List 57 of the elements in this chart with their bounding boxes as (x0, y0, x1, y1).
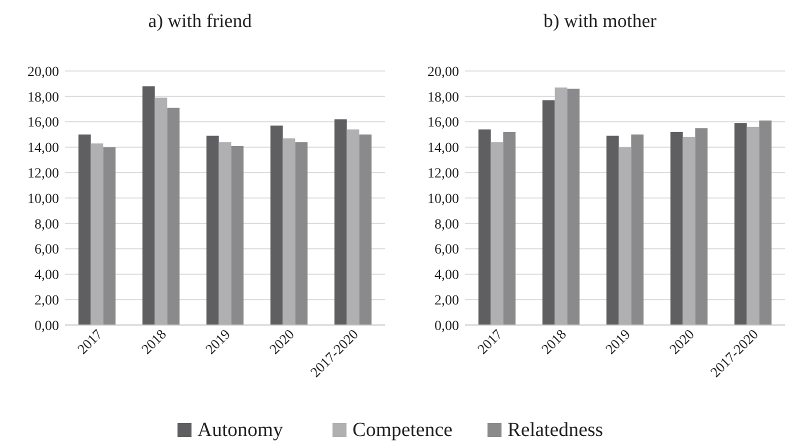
bar (503, 132, 516, 325)
chart-title: b) with mother (544, 11, 658, 32)
y-tick-label: 4,00 (34, 268, 59, 284)
bar (154, 98, 168, 325)
bar (618, 147, 632, 325)
bar (567, 88, 580, 325)
bar (78, 134, 91, 325)
y-tick-label: 12,00 (428, 166, 459, 182)
y-tick-label: 2,00 (34, 294, 59, 308)
bar (695, 128, 708, 325)
bar (670, 132, 683, 325)
bar (206, 136, 219, 325)
bar (554, 88, 568, 325)
legend-label: Relatedness (508, 419, 604, 441)
y-tick-label: 20,00 (428, 64, 459, 80)
y-tick-label: 6,00 (434, 242, 459, 258)
bar (542, 100, 555, 325)
bar (734, 123, 747, 325)
y-tick-label: 0,00 (34, 318, 59, 334)
bar (334, 119, 347, 325)
y-tick-label: 10,00 (428, 192, 459, 207)
bar (90, 143, 104, 325)
y-tick-label: 16,00 (28, 116, 59, 131)
y-tick-label: 14,00 (28, 141, 59, 156)
y-tick-label: 16,00 (428, 116, 459, 131)
bar (218, 142, 232, 325)
y-tick-label: 12,00 (28, 166, 59, 182)
bar (759, 120, 772, 325)
bar (231, 146, 244, 325)
legend-label: Competence (352, 419, 453, 441)
legend-label: Autonomy (198, 419, 284, 441)
y-tick-label: 18,00 (428, 90, 459, 106)
bar (606, 136, 619, 325)
y-tick-label: 20,00 (28, 64, 59, 80)
y-tick-label: 2,00 (434, 294, 459, 308)
bar (346, 129, 360, 325)
bar (103, 147, 116, 325)
bar (282, 138, 296, 325)
bar (746, 126, 760, 325)
bar (295, 142, 308, 325)
y-tick-label: 6,00 (34, 242, 59, 258)
chart-title: a) with friend (148, 11, 252, 32)
bar (270, 126, 283, 325)
y-tick-label: 4,00 (434, 268, 459, 284)
bar (142, 86, 155, 325)
y-tick-label: 18,00 (28, 90, 59, 106)
bar (631, 134, 644, 325)
y-tick-label: 0,00 (434, 318, 459, 334)
y-tick-label: 8,00 (434, 217, 459, 232)
y-tick-label: 10,00 (28, 192, 59, 207)
bar (167, 108, 180, 325)
bar (490, 142, 504, 325)
bar (682, 137, 696, 325)
bar (359, 134, 372, 325)
y-tick-label: 8,00 (34, 217, 59, 232)
y-tick-label: 14,00 (428, 141, 459, 156)
bar (478, 129, 491, 325)
